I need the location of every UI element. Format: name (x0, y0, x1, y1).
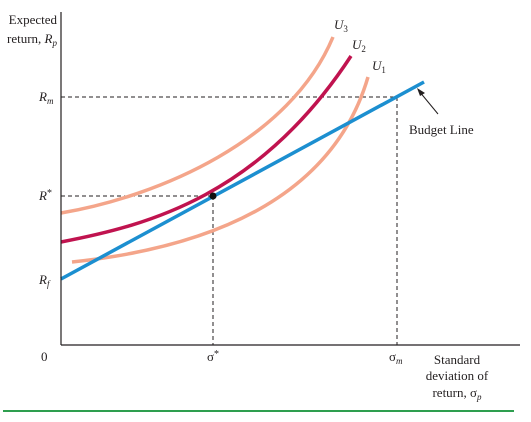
y-axis-title-line2: return, Rp (7, 31, 58, 48)
y-axis-title-line1: Expected (9, 12, 58, 27)
budget-line (60, 80, 425, 281)
y-tick-rstar: R* (38, 188, 52, 203)
curve-label-u2: U2 (352, 37, 366, 54)
reference-lines (61, 96, 398, 345)
indifference-curve-u3 (60, 36, 335, 215)
budget-line-label: Budget Line (409, 122, 474, 137)
x-tick-sigma-star: σ* (207, 349, 219, 364)
x-axis-title-line3: return, σp (432, 385, 482, 402)
origin-label: 0 (41, 349, 48, 364)
tangency-point (209, 192, 217, 200)
budget-label-arrow (417, 88, 439, 115)
x-axis-title-line1: Standard (434, 352, 481, 367)
indifference-curve-u1 (71, 76, 370, 264)
x-axis-title-line2: deviation of (426, 368, 489, 383)
arrow-head (417, 88, 425, 96)
indifference-curve-u2 (60, 55, 353, 244)
curve-label-u1: U1 (372, 58, 386, 75)
y-tick-rm: Rm (38, 89, 54, 106)
axes (60, 12, 520, 346)
arrow-shaft (418, 90, 439, 115)
curve-label-u3: U3 (334, 17, 348, 34)
x-tick-sigma-m: σm (389, 349, 403, 366)
y-tick-rf: Rf (38, 272, 51, 289)
